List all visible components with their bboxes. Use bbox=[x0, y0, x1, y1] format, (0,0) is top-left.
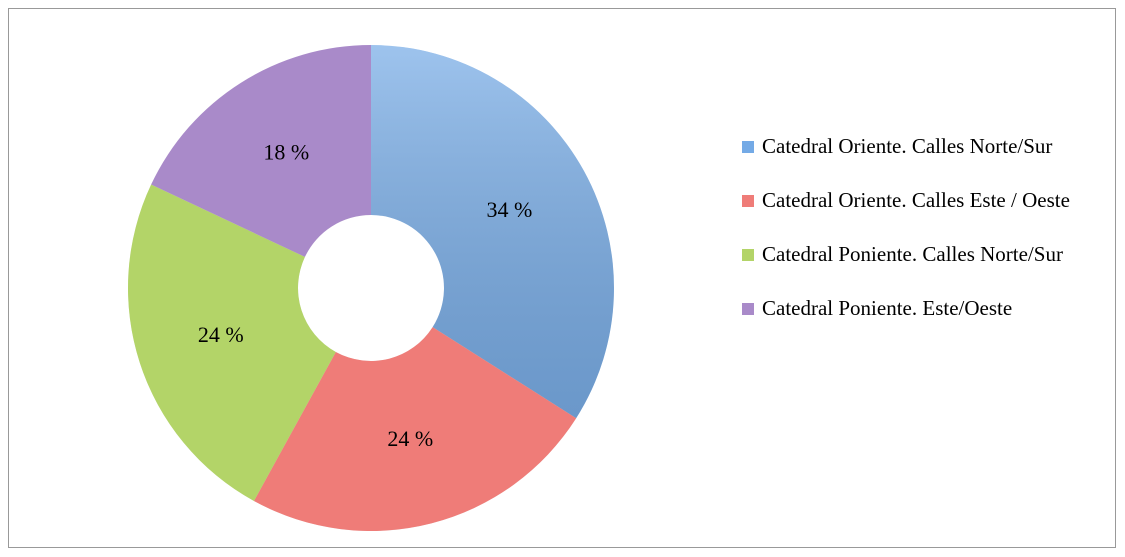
data-label: 24 % bbox=[387, 426, 433, 451]
data-label: 18 % bbox=[263, 140, 309, 165]
legend-item: Catedral Poniente. Este/Oeste bbox=[740, 294, 1100, 323]
legend-item: Catedral Oriente. Calles Este / Oeste bbox=[740, 186, 1100, 215]
legend-label: Catedral Oriente. Calles Norte/Sur bbox=[762, 134, 1053, 158]
legend-item: Catedral Poniente. Calles Norte/Sur bbox=[740, 240, 1100, 269]
chart-frame bbox=[8, 8, 1116, 548]
data-label: 34 % bbox=[487, 197, 533, 222]
data-label: 24 % bbox=[198, 322, 244, 347]
legend-swatch bbox=[742, 195, 754, 207]
legend-swatch bbox=[742, 141, 754, 153]
legend-swatch bbox=[742, 249, 754, 261]
legend-label: Catedral Oriente. Calles Este / Oeste bbox=[762, 188, 1070, 212]
donut-slice bbox=[151, 45, 371, 257]
legend: Catedral Oriente. Calles Norte/Sur Catedr… bbox=[740, 132, 1100, 348]
donut-slice bbox=[253, 327, 577, 531]
legend-swatch bbox=[742, 303, 754, 315]
donut-slice bbox=[128, 184, 336, 501]
legend-label: Catedral Poniente. Calles Norte/Sur bbox=[762, 242, 1063, 266]
legend-label: Catedral Poniente. Este/Oeste bbox=[762, 296, 1013, 320]
legend-item: Catedral Oriente. Calles Norte/Sur bbox=[740, 132, 1100, 161]
